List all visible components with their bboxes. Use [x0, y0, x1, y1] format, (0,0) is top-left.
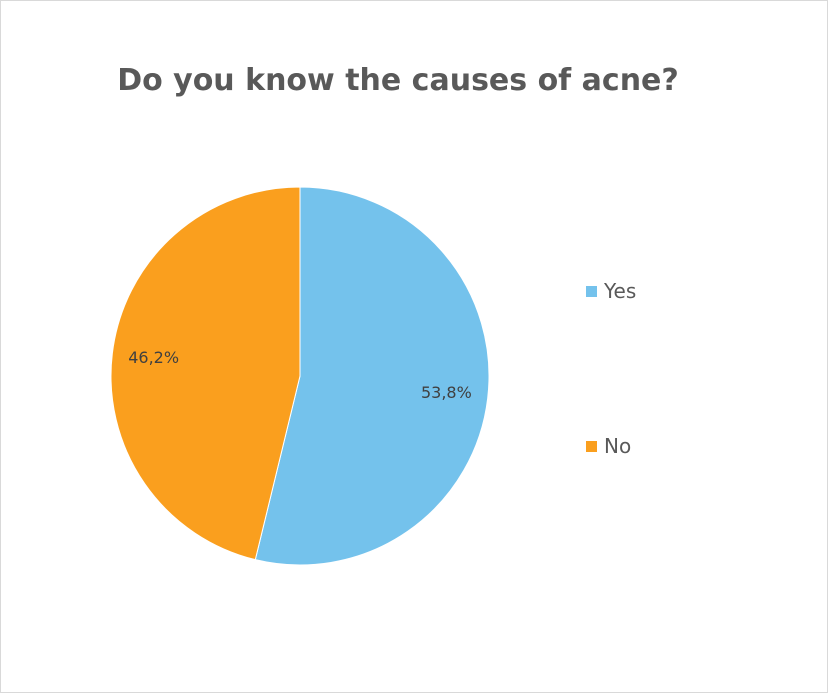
legend-label-no: No: [604, 434, 632, 458]
legend-item-no: No: [586, 434, 631, 458]
legend-item-yes: Yes: [586, 279, 636, 303]
pie-slice-yes: [254, 186, 490, 566]
data-label-yes: 53,8%: [421, 383, 472, 402]
data-label-no: 46,2%: [128, 348, 179, 367]
legend-swatch-yes: [586, 285, 597, 297]
legend-label-yes: Yes: [604, 279, 637, 303]
chart-title: Do you know the causes of acne?: [117, 63, 679, 98]
pie-slice-no: [110, 186, 301, 561]
legend-swatch-no: [586, 440, 597, 452]
